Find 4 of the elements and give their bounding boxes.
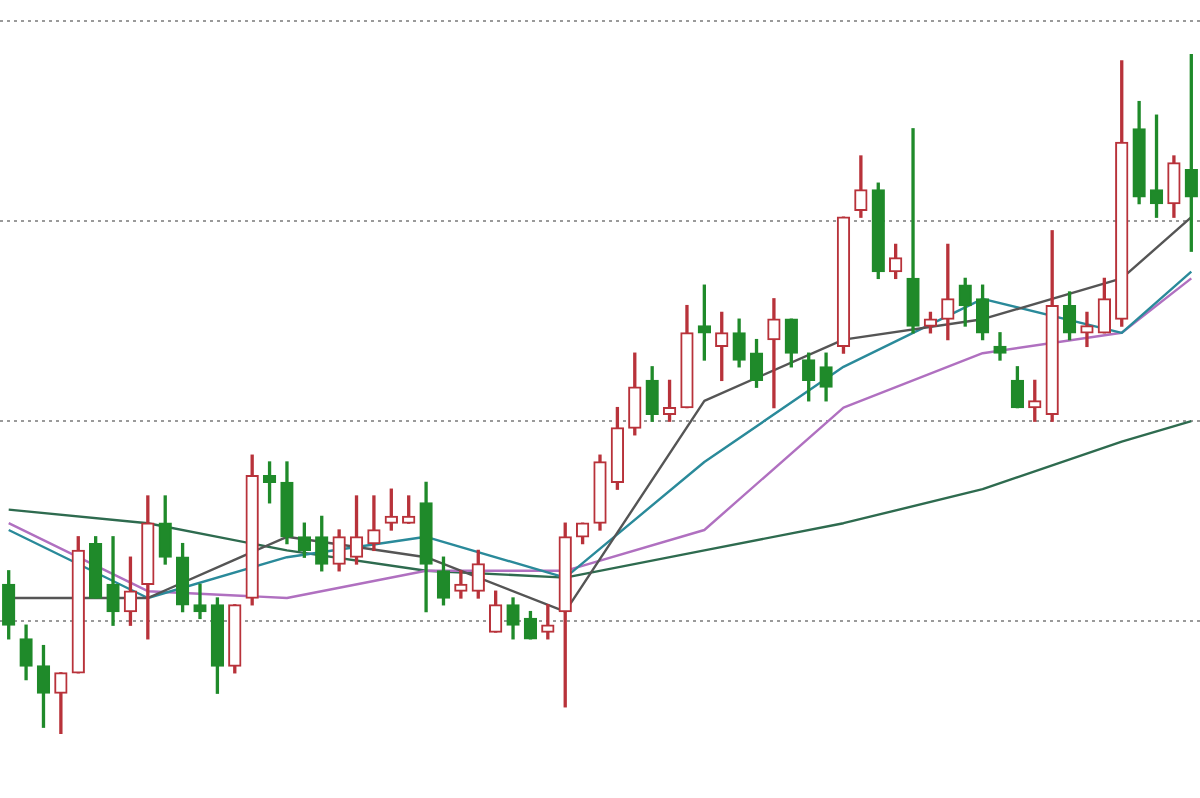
candlestick xyxy=(1080,311,1094,348)
candlestick xyxy=(193,583,207,620)
candlestick xyxy=(767,298,781,409)
candlestick xyxy=(906,128,920,334)
